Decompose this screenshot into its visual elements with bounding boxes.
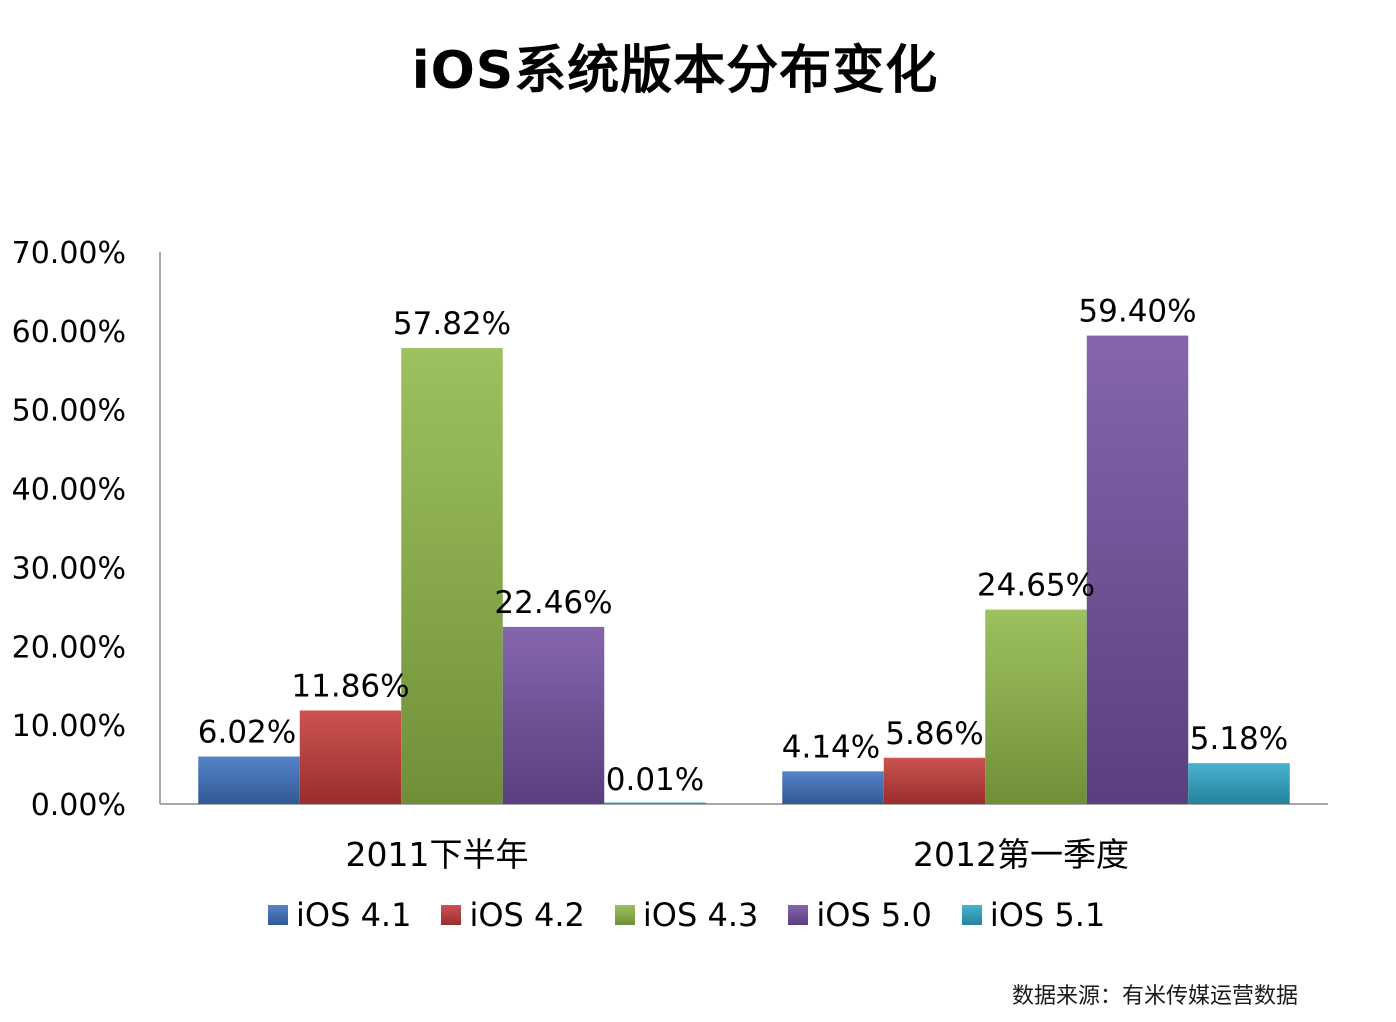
axes: 0.00% 10.00% 20.00% 30.00% 40.00% 50.00% 60.00… <box>12 236 1328 874</box>
data-label: 6.02% <box>198 715 296 751</box>
x-tick-label: 2012第一季度 <box>913 835 1129 874</box>
data-label: 5.86% <box>885 716 983 752</box>
data-label: 59.40% <box>1078 294 1196 330</box>
legend-entry: iOS 4.3 <box>614 896 759 934</box>
legend-entry: iOS 5.1 <box>961 896 1106 934</box>
bar-ios-4_2-1 <box>299 710 402 804</box>
legend-label: iOS 4.2 <box>469 896 585 934</box>
legend-label: iOS 5.1 <box>989 896 1106 934</box>
source-note: 数据来源：有米传媒运营数据 <box>1011 984 1298 1009</box>
bars <box>198 335 1290 804</box>
x-tick-label: 2011下半年 <box>346 835 529 874</box>
data-label: 57.82% <box>393 306 511 342</box>
chart-title: iOS系统版本分布变化 <box>411 41 939 101</box>
data-label: 24.65% <box>977 568 1095 604</box>
data-label: 11.86% <box>291 668 409 704</box>
bar-ios-4_1-2 <box>782 771 884 804</box>
chart-legend: iOS 4.1 iOS 4.2 iOS 4.3 iOS 5.0 iOS 5.1 <box>268 896 1105 934</box>
legend-swatch <box>614 905 635 925</box>
bar-ios-4_3-2 <box>985 609 1087 804</box>
bar-ios-4_2-2 <box>883 757 986 804</box>
legend-label: iOS 5.0 <box>816 896 932 934</box>
bar-ios-5_1-1 <box>604 802 706 804</box>
legend-swatch <box>441 905 462 925</box>
legend-swatch <box>268 905 288 925</box>
data-label: 5.18% <box>1190 721 1288 757</box>
legend-label: iOS 4.3 <box>642 896 759 934</box>
y-tick-label: 50.00% <box>12 394 126 429</box>
legend-entry: iOS 4.2 <box>441 896 585 934</box>
data-label: 0.01% <box>606 762 704 798</box>
bar-ios-4_1-1 <box>198 756 300 804</box>
legend-label: iOS 4.1 <box>296 896 412 934</box>
data-label: 4.14% <box>782 729 880 765</box>
y-tick-label: 0.00% <box>31 788 126 823</box>
bar-ios-4_3-1 <box>401 348 503 804</box>
legend-swatch <box>788 905 809 925</box>
data-label: 22.46% <box>494 585 612 621</box>
bar-ios-5_1-2 <box>1188 763 1290 804</box>
y-tick-label: 60.00% <box>12 315 126 350</box>
legend-entry: iOS 5.0 <box>788 896 932 934</box>
bar-ios-5_0-1 <box>502 626 605 804</box>
legend-entry: iOS 4.1 <box>268 896 411 934</box>
legend-swatch <box>961 905 982 925</box>
data-labels: 6.02% 11.86% 57.82% 22.46% 0.01% 4.14% 5.86% 24… <box>198 294 1288 798</box>
y-tick-label: 10.00% <box>12 709 126 744</box>
y-tick-label: 70.00% <box>12 236 126 271</box>
y-tick-label: 40.00% <box>12 473 126 508</box>
y-tick-label: 30.00% <box>12 551 126 586</box>
y-tick-label: 20.00% <box>12 630 126 665</box>
bar-ios-5_0-2 <box>1086 335 1189 804</box>
